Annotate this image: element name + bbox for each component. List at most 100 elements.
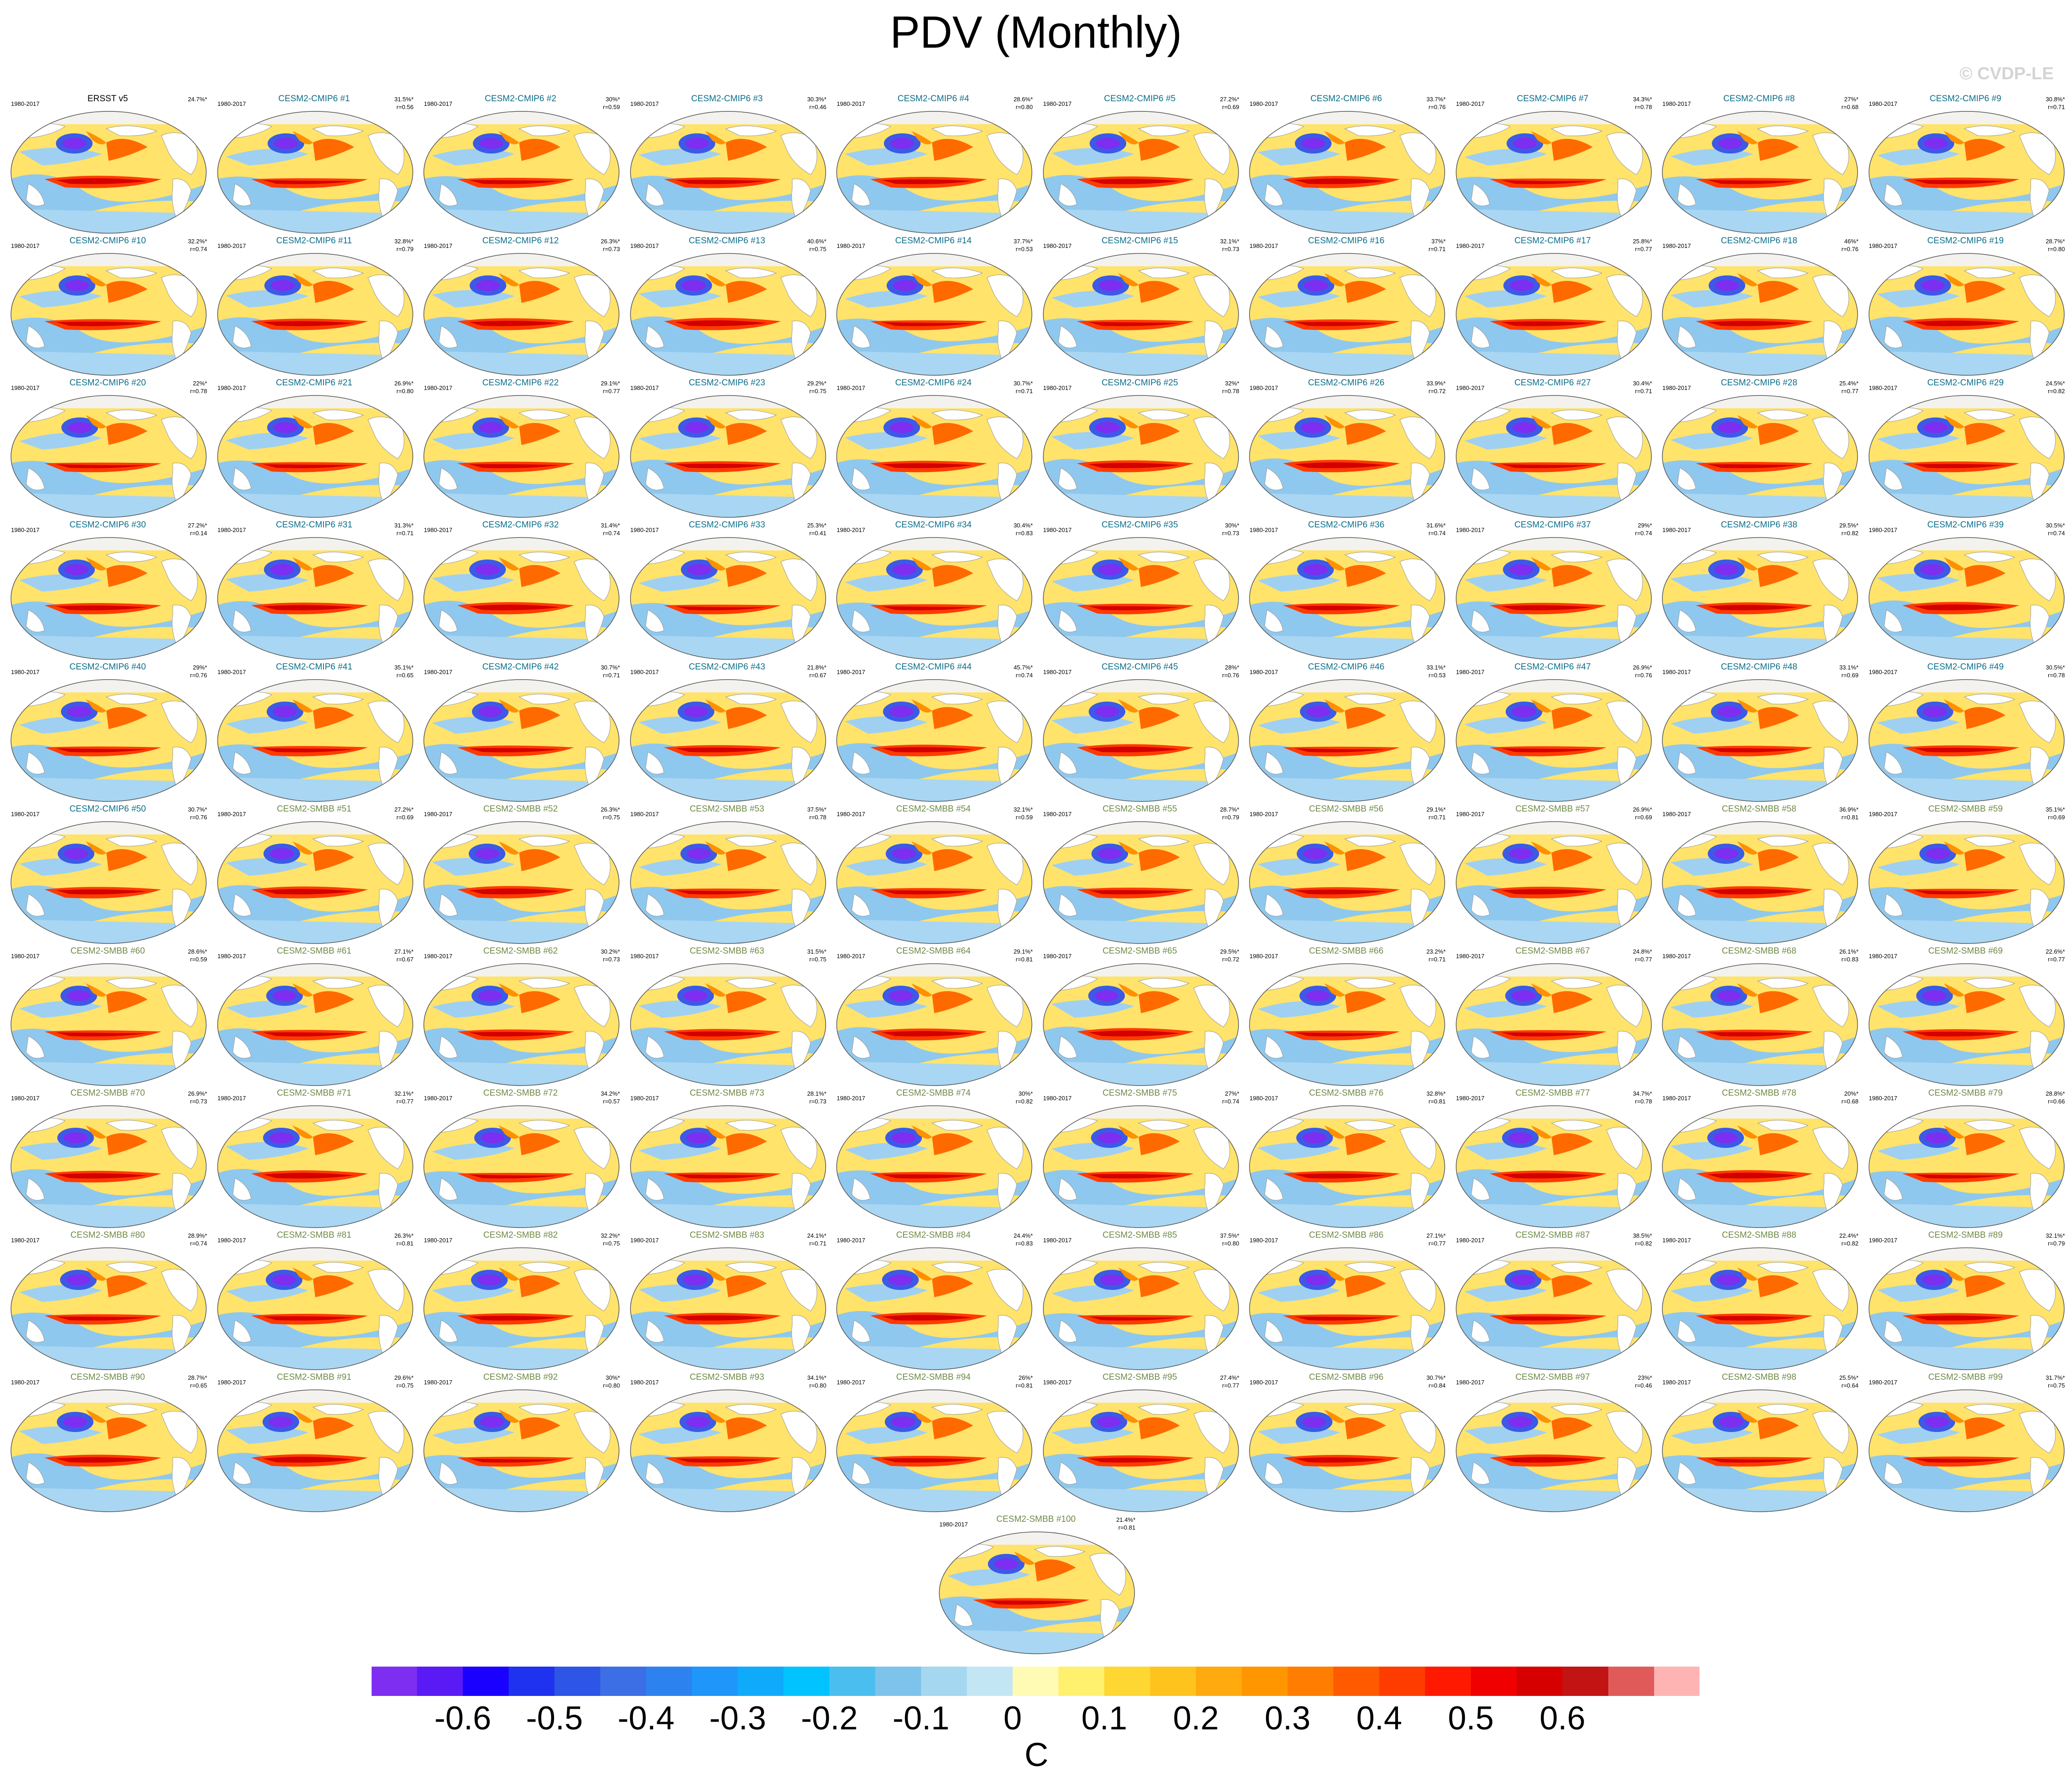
panel-period: 1980-2017 xyxy=(630,242,659,249)
panel-title: CESM2-CMIP6 #19 xyxy=(1927,236,2004,246)
map-panel: CESM2-SMBB #56 1980-2017 29.1%* r=0.71 xyxy=(1243,804,1449,949)
panel-period: 1980-2017 xyxy=(1456,953,1485,960)
map-panel: CESM2-CMIP6 #24 1980-2017 30.7%* r=0.71 xyxy=(830,378,1036,522)
panel-period: 1980-2017 xyxy=(1250,1379,1278,1386)
panel-period: 1980-2017 xyxy=(630,953,659,960)
panel-variance-pct: 29.6%* xyxy=(394,1374,414,1381)
panel-period: 1980-2017 xyxy=(1662,384,1691,391)
pdv-map xyxy=(836,1389,1032,1512)
pdv-map xyxy=(1868,253,2065,376)
map-panel: CESM2-CMIP6 #22 1980-2017 29.1%* r=0.77 xyxy=(417,378,624,522)
pdv-map xyxy=(217,963,413,1086)
panel-period: 1980-2017 xyxy=(1250,669,1278,675)
pdv-map xyxy=(1662,253,1858,376)
map-panel: CESM2-CMIP6 #3 1980-2017 30.3%* r=0.46 xyxy=(624,94,830,238)
panel-pattern-correlation: r=0.64 xyxy=(1841,1382,1858,1389)
panel-pattern-correlation: r=0.76 xyxy=(1841,246,1858,252)
panel-variance-pct: 33.1%* xyxy=(1426,664,1446,671)
panel-period: 1980-2017 xyxy=(424,1379,453,1386)
panel-period: 1980-2017 xyxy=(1250,1237,1278,1244)
panel-title: CESM2-SMBB #97 xyxy=(1515,1372,1590,1382)
panel-variance-pct: 31.7%* xyxy=(2045,1374,2065,1381)
map-panel: CESM2-CMIP6 #16 1980-2017 37%* r=0.71 xyxy=(1243,236,1449,380)
pdv-map xyxy=(630,821,826,944)
panel-variance-pct: 30.5%* xyxy=(2045,522,2065,529)
panel-pattern-correlation: r=0.80 xyxy=(1015,104,1033,110)
map-panel: CESM2-CMIP6 #26 1980-2017 33.9%* r=0.72 xyxy=(1243,378,1449,522)
panel-title: CESM2-CMIP6 #9 xyxy=(1929,94,2001,104)
panel-variance-pct: 27.4%* xyxy=(1220,1374,1239,1381)
panel-title: CESM2-SMBB #80 xyxy=(70,1230,145,1240)
panel-variance-pct: 29.2%* xyxy=(807,380,827,387)
panel-period: 1980-2017 xyxy=(1662,527,1691,533)
pdv-map xyxy=(939,1531,1135,1654)
pdv-map xyxy=(1455,111,1652,234)
colorbar-swatch xyxy=(829,1666,876,1696)
pdv-map xyxy=(836,1247,1032,1370)
figure-title: PDV (Monthly) xyxy=(890,7,1182,57)
panel-pattern-correlation: r=0.53 xyxy=(1015,246,1033,252)
panel-period: 1980-2017 xyxy=(1456,811,1485,817)
colorbar-swatch xyxy=(1379,1666,1425,1696)
panel-pattern-correlation: r=0.69 xyxy=(1635,814,1652,821)
panel-title: CESM2-CMIP6 #21 xyxy=(276,378,352,388)
pdv-map xyxy=(11,1247,207,1370)
panel-pattern-correlation: r=0.56 xyxy=(396,104,414,110)
pdv-map xyxy=(217,111,413,234)
pdv-map xyxy=(217,253,413,376)
panel-variance-pct: 31.6%* xyxy=(1426,522,1446,529)
panel-variance-pct: 24.4%* xyxy=(1014,1232,1033,1239)
map-panel: CESM2-CMIP6 #38 1980-2017 29.5%* r=0.82 xyxy=(1656,520,1862,664)
panel-title: CESM2-SMBB #92 xyxy=(483,1372,558,1382)
pdv-map xyxy=(423,679,619,802)
panel-variance-pct: 32%* xyxy=(1225,380,1239,387)
panel-variance-pct: 30.4%* xyxy=(1633,380,1652,387)
panel-title: CESM2-SMBB #68 xyxy=(1721,946,1797,956)
panel-variance-pct: 29%* xyxy=(192,664,207,671)
map-panel: CESM2-SMBB #66 1980-2017 23.2%* r=0.71 xyxy=(1243,946,1449,1091)
panel-period: 1980-2017 xyxy=(630,669,659,675)
map-panel: CESM2-SMBB #67 1980-2017 24.8%* r=0.77 xyxy=(1450,946,1656,1091)
colorbar-swatch xyxy=(600,1666,647,1696)
panel-variance-pct: 28.6%* xyxy=(1014,96,1033,103)
pdv-map xyxy=(11,253,207,376)
panel-period: 1980-2017 xyxy=(1456,100,1485,107)
panel-variance-pct: 22%* xyxy=(192,380,207,387)
panel-period: 1980-2017 xyxy=(1662,242,1691,249)
panel-title: CESM2-SMBB #96 xyxy=(1309,1372,1384,1382)
map-panel: CESM2-SMBB #86 1980-2017 27.1%* r=0.77 xyxy=(1243,1230,1449,1375)
panel-variance-pct: 38.5%* xyxy=(1633,1232,1652,1239)
map-panel: CESM2-SMBB #92 1980-2017 30%* r=0.80 xyxy=(417,1372,624,1517)
panel-title: CESM2-SMBB #79 xyxy=(1928,1088,2003,1098)
panel-variance-pct: 31.4%* xyxy=(601,522,620,529)
panel-pattern-correlation: r=0.77 xyxy=(1841,388,1858,395)
panel-title: CESM2-CMIP6 #48 xyxy=(1721,662,1798,672)
panel-variance-pct: 33.9%* xyxy=(1426,380,1446,387)
panel-variance-pct: 25.4%* xyxy=(1839,380,1858,387)
map-panel: CESM2-CMIP6 #29 1980-2017 24.5%* r=0.82 xyxy=(1863,378,2069,522)
panel-title: CESM2-SMBB #85 xyxy=(1102,1230,1177,1240)
colorbar-swatch xyxy=(738,1666,784,1696)
panel-variance-pct: 22.6%* xyxy=(2045,948,2065,955)
colorbar-swatch xyxy=(371,1666,417,1696)
panel-period: 1980-2017 xyxy=(1869,100,1897,107)
map-panel: CESM2-SMBB #54 1980-2017 32.1%* r=0.59 xyxy=(830,804,1036,949)
panel-pattern-correlation: r=0.46 xyxy=(1635,1382,1652,1389)
pdv-map xyxy=(1042,395,1239,518)
panel-variance-pct: 30.4%* xyxy=(1014,522,1033,529)
panel-period: 1980-2017 xyxy=(837,527,866,533)
panel-pattern-correlation: r=0.81 xyxy=(1015,1382,1033,1389)
panel-pattern-correlation: r=0.65 xyxy=(396,672,414,679)
colorbar-swatch xyxy=(1104,1666,1151,1696)
map-panel: CESM2-SMBB #61 1980-2017 27.1%* r=0.67 xyxy=(211,946,417,1091)
map-panel: CESM2-SMBB #96 1980-2017 30.7%* r=0.84 xyxy=(1243,1372,1449,1517)
panel-pattern-correlation: r=0.72 xyxy=(1222,956,1239,963)
panel-period: 1980-2017 xyxy=(424,953,453,960)
pdv-map xyxy=(1455,679,1652,802)
panel-title: CESM2-CMIP6 #25 xyxy=(1102,378,1178,388)
map-panel: CESM2-SMBB #93 1980-2017 34.1%* r=0.80 xyxy=(624,1372,830,1517)
panel-title: CESM2-CMIP6 #42 xyxy=(482,662,559,672)
panel-period: 1980-2017 xyxy=(217,384,246,391)
colorbar-swatch xyxy=(1654,1666,1700,1696)
panel-title: CESM2-CMIP6 #33 xyxy=(689,520,765,530)
